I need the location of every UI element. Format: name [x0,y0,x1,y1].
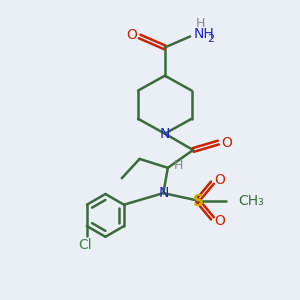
Text: H: H [196,17,205,31]
Text: O: O [221,136,232,150]
Text: O: O [214,173,225,187]
Text: S: S [193,194,204,208]
Text: Cl: Cl [79,238,92,251]
Text: NH: NH [194,27,214,41]
Text: N: N [159,186,169,200]
Text: CH₃: CH₃ [238,194,264,208]
Text: O: O [127,28,138,42]
Text: H: H [173,159,183,172]
Text: O: O [214,214,225,228]
Text: 2: 2 [207,34,214,44]
Text: N: N [160,127,170,141]
